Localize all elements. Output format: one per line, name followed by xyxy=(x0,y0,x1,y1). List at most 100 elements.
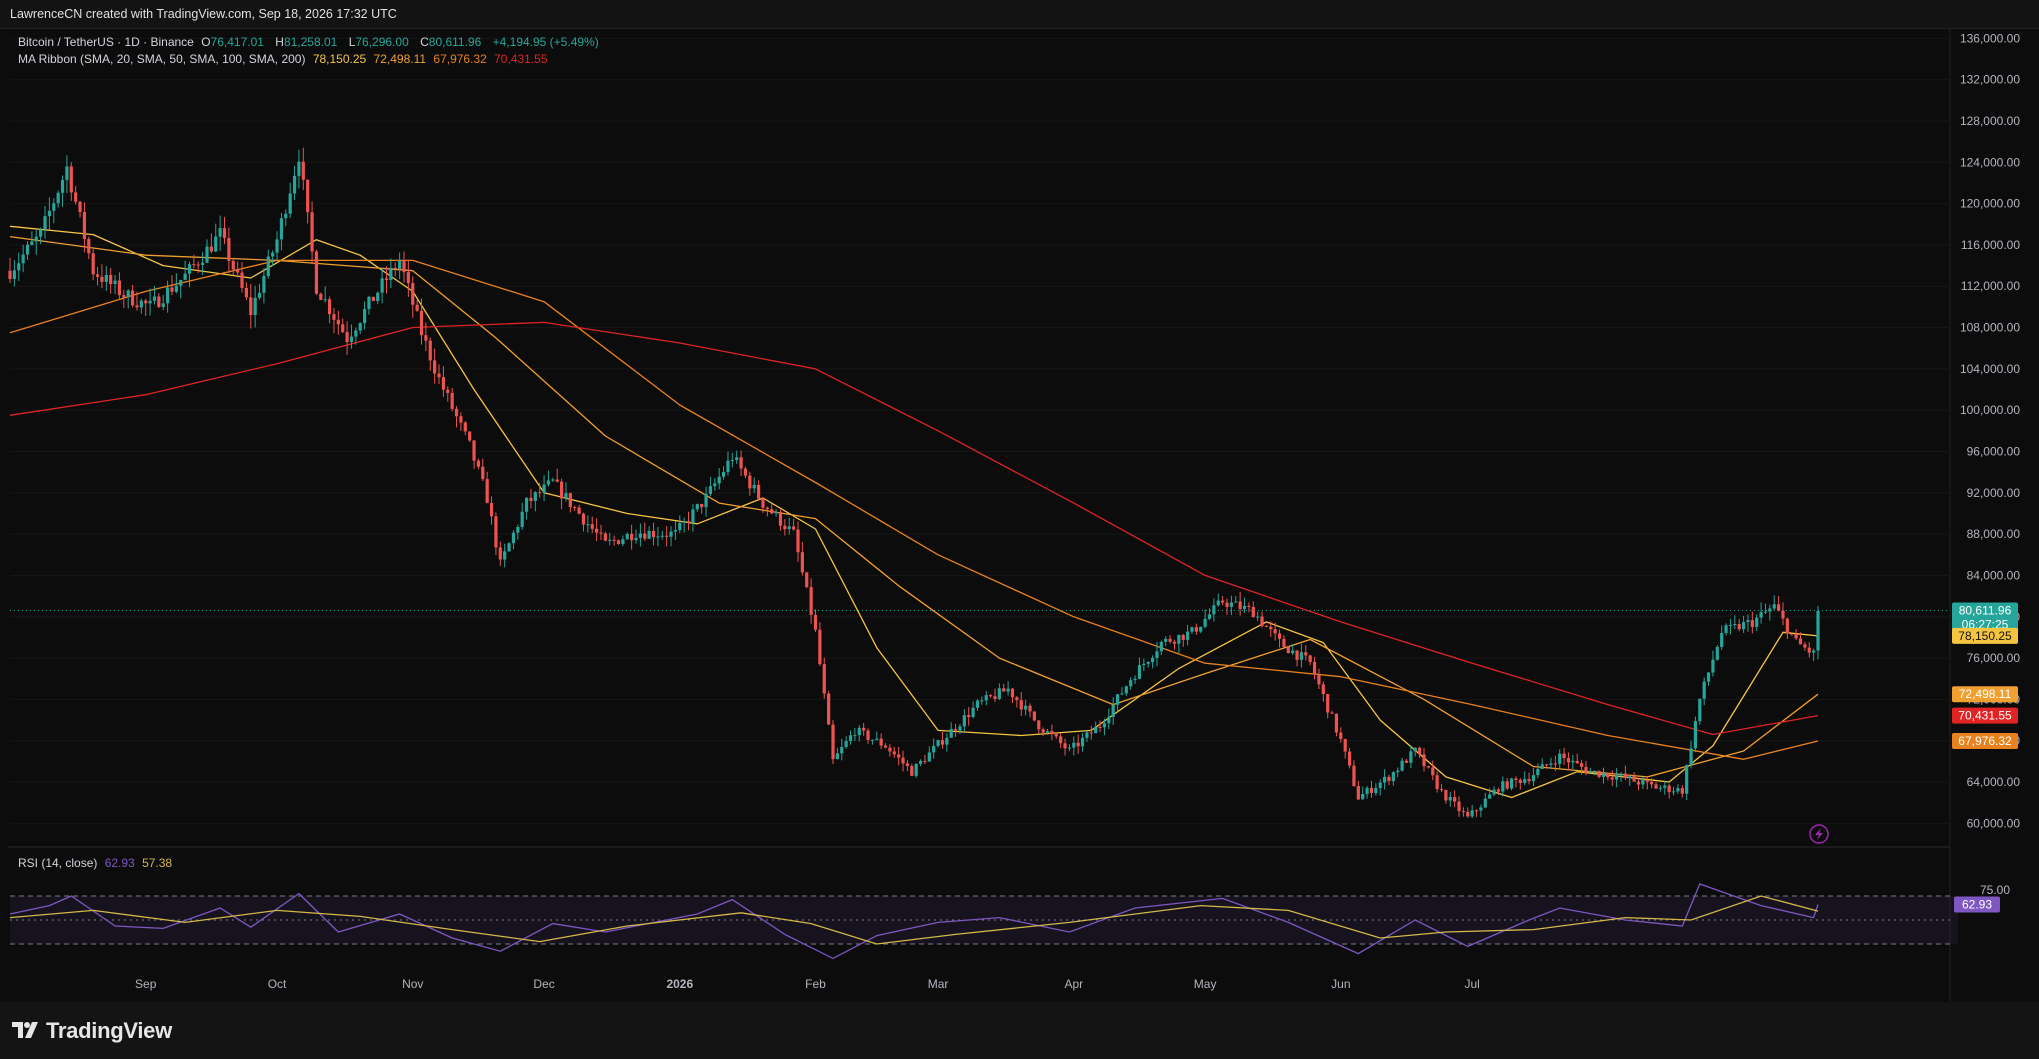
candle xyxy=(756,480,761,500)
candle xyxy=(932,738,936,759)
candle xyxy=(1076,734,1080,754)
candle xyxy=(1816,606,1820,660)
sma50-value: 72,498.11 xyxy=(373,52,427,66)
candle xyxy=(1177,634,1181,653)
candle xyxy=(34,229,38,255)
candle xyxy=(962,709,966,732)
candle xyxy=(117,272,122,300)
candle xyxy=(1685,764,1689,801)
candle xyxy=(1689,740,1693,769)
candle xyxy=(726,451,730,476)
candle xyxy=(520,502,524,530)
candle xyxy=(271,250,275,266)
high-label: H xyxy=(275,35,284,49)
candle xyxy=(1142,658,1146,672)
candle xyxy=(1168,635,1172,644)
candle xyxy=(879,733,883,750)
candle xyxy=(362,301,367,330)
candle xyxy=(450,387,454,412)
candle xyxy=(1264,624,1269,627)
candle xyxy=(559,478,564,510)
candle xyxy=(590,516,594,534)
candle xyxy=(1654,781,1658,789)
candle xyxy=(831,720,835,765)
candle xyxy=(647,526,651,540)
candle xyxy=(214,223,218,252)
candle xyxy=(822,657,826,699)
candle xyxy=(380,267,384,304)
price-tick-label: 132,000.00 xyxy=(1960,73,2020,87)
candle xyxy=(1063,738,1067,756)
time-tick-label: Oct xyxy=(268,977,287,991)
candle xyxy=(1094,721,1098,734)
candle xyxy=(1396,767,1400,778)
candle xyxy=(1054,732,1058,739)
candle xyxy=(310,201,314,265)
candle xyxy=(897,747,901,766)
candle xyxy=(857,725,861,742)
alert-lightning-icon[interactable] xyxy=(1809,824,1829,844)
candle xyxy=(279,212,284,251)
candle xyxy=(586,515,590,533)
open-label: O xyxy=(201,35,211,49)
candle xyxy=(1606,772,1610,781)
candle xyxy=(1155,642,1159,667)
candle xyxy=(958,723,962,735)
candle xyxy=(446,386,450,402)
candle xyxy=(1286,645,1290,654)
tradingview-brand[interactable]: TradingView xyxy=(12,1018,172,1044)
candle xyxy=(564,482,568,502)
candle xyxy=(1256,611,1260,622)
candle xyxy=(183,260,187,281)
candle xyxy=(1746,614,1750,632)
candle xyxy=(1501,776,1505,797)
candle xyxy=(546,470,551,487)
candle xyxy=(1032,711,1036,722)
low-label: L xyxy=(348,35,356,49)
candle xyxy=(1019,691,1023,716)
candle xyxy=(1531,767,1536,787)
candle xyxy=(945,733,949,752)
candle xyxy=(862,722,866,736)
candle xyxy=(144,298,148,316)
candle xyxy=(454,406,459,428)
candle xyxy=(783,519,787,536)
candle xyxy=(78,200,82,218)
candle xyxy=(165,280,170,313)
candle xyxy=(341,318,345,333)
candle xyxy=(262,268,266,304)
candle xyxy=(1203,609,1207,629)
candle xyxy=(1676,784,1680,794)
rsi-title: RSI (14, close) xyxy=(18,856,98,870)
candle xyxy=(1790,633,1794,636)
candle xyxy=(1737,619,1741,632)
candle xyxy=(266,249,270,279)
candle xyxy=(840,738,844,761)
close-label: C xyxy=(420,35,429,49)
candle xyxy=(1186,625,1190,646)
candle xyxy=(1794,629,1798,640)
candle xyxy=(1107,708,1111,730)
candle xyxy=(441,366,445,397)
price-tick-label: 100,000.00 xyxy=(1960,403,2020,417)
candle xyxy=(1194,623,1198,635)
candle xyxy=(1347,747,1352,769)
candle xyxy=(428,337,432,371)
candle xyxy=(853,727,857,741)
candle xyxy=(187,261,192,288)
price-tick-label: 116,000.00 xyxy=(1961,238,2020,252)
candle xyxy=(1221,596,1225,606)
price-tick-label: 136,000.00 xyxy=(1960,31,2020,45)
candle xyxy=(529,488,533,509)
candle xyxy=(1089,725,1093,740)
candle xyxy=(1343,738,1347,759)
candle xyxy=(1671,786,1676,796)
candle xyxy=(1558,749,1562,769)
candle xyxy=(170,275,174,296)
candle xyxy=(1317,668,1321,689)
close-value: 80,611.96 xyxy=(428,35,482,49)
candle xyxy=(1260,611,1264,628)
candle xyxy=(411,276,415,318)
candle xyxy=(730,452,734,468)
